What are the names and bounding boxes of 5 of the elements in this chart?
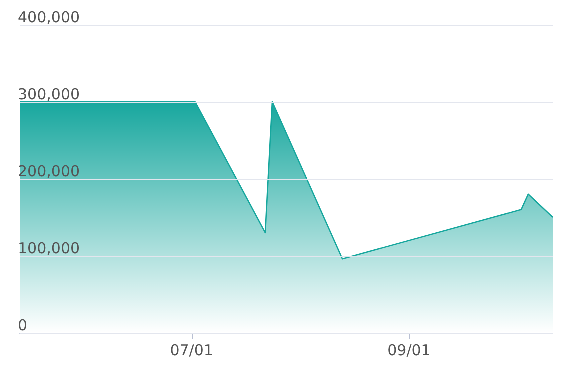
y-tick-label: 0 — [18, 316, 28, 334]
y-tick-label: 400,000 — [18, 8, 80, 26]
x-tick-label: 07/01 — [170, 342, 214, 360]
x-tick-label: 09/01 — [388, 342, 431, 360]
y-tick-label: 300,000 — [18, 86, 80, 104]
